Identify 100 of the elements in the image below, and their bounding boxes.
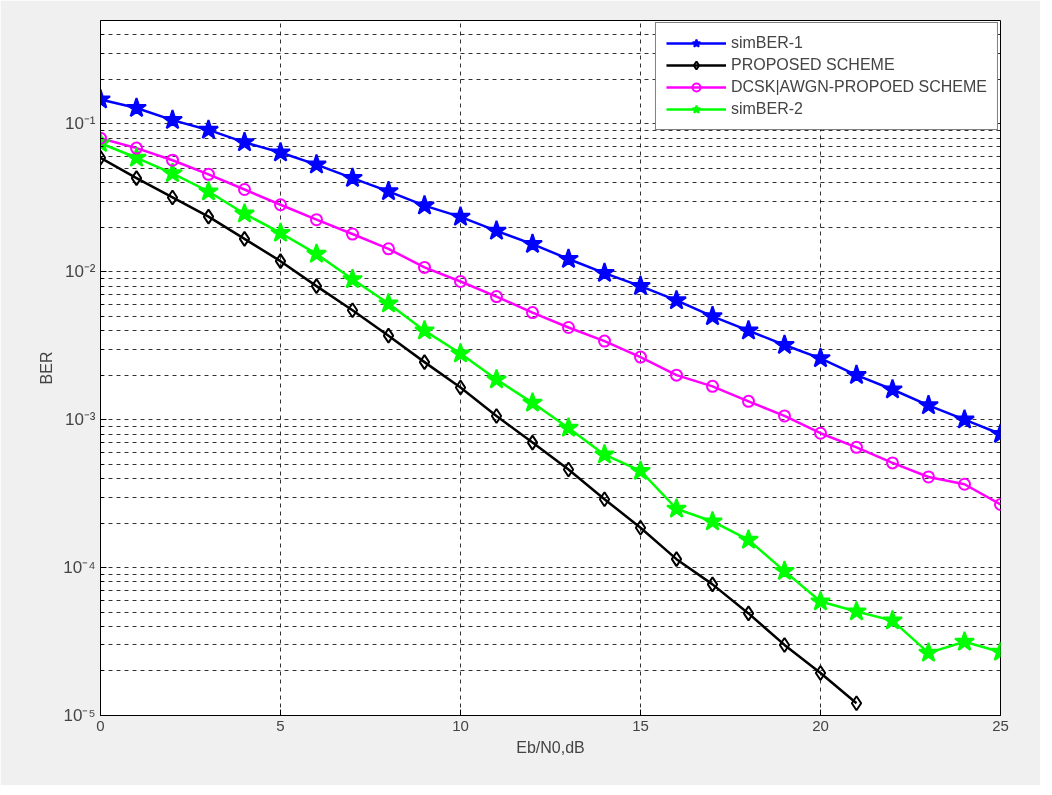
point (665, 497, 688, 518)
point (706, 379, 719, 393)
point (598, 334, 611, 348)
point (305, 242, 328, 264)
point (701, 510, 724, 531)
point (305, 153, 328, 174)
point (125, 146, 148, 167)
y-tick-label: 10⁻³ (64, 410, 96, 430)
point (418, 354, 431, 371)
point (269, 221, 292, 243)
point (845, 364, 868, 385)
point (521, 233, 544, 254)
point (274, 198, 287, 212)
point (202, 167, 215, 181)
point (773, 560, 796, 581)
point (449, 342, 472, 363)
point (490, 290, 503, 304)
point (778, 636, 791, 653)
point (629, 275, 652, 296)
point (413, 194, 436, 215)
point (953, 408, 976, 429)
point (341, 268, 364, 289)
point (382, 242, 395, 256)
point (161, 162, 184, 183)
point (562, 461, 575, 478)
point (485, 368, 508, 389)
point (526, 434, 539, 451)
point (557, 248, 580, 269)
point (377, 292, 400, 313)
x-tick-label: 25 (992, 716, 1009, 734)
point (233, 131, 256, 152)
point (238, 230, 251, 247)
point (593, 262, 616, 283)
point (881, 378, 904, 399)
point (166, 189, 179, 206)
point (562, 321, 575, 334)
point (886, 456, 899, 470)
legend-label: simBER-2 (730, 100, 803, 118)
point (449, 205, 472, 226)
point (634, 519, 647, 536)
x-tick-label: 5 (276, 716, 285, 734)
point (202, 208, 215, 225)
point (917, 394, 940, 415)
point (521, 391, 544, 412)
y-tick-label: 10⁻² (64, 262, 96, 282)
point (629, 459, 652, 481)
point (166, 153, 179, 167)
point (773, 333, 796, 355)
point (809, 347, 832, 368)
point (670, 368, 683, 382)
point (958, 477, 971, 491)
point (850, 440, 863, 454)
point (130, 170, 143, 187)
point (382, 327, 395, 344)
point (634, 350, 647, 364)
point (809, 590, 832, 611)
point (701, 305, 724, 326)
point (526, 306, 539, 320)
x-tick-label: 15 (632, 716, 649, 734)
point (377, 180, 400, 201)
y-axis-title: BER (38, 351, 56, 385)
y-tick-label: 10⁻⁴ (63, 558, 96, 578)
point (917, 641, 940, 662)
y-tick-label: 10⁻¹ (64, 114, 96, 134)
point (742, 605, 755, 622)
point (485, 219, 508, 240)
point (953, 630, 976, 651)
point (598, 491, 611, 508)
point (742, 394, 755, 408)
point (922, 470, 935, 484)
x-tick-label: 10 (452, 716, 469, 734)
point (233, 202, 256, 223)
point (197, 118, 220, 140)
point (490, 407, 503, 424)
legend-label: DCSK|AWGN-PROPOED SCHEME (730, 78, 987, 96)
point (737, 319, 760, 340)
point (238, 183, 251, 196)
point (850, 695, 863, 712)
legend-label: PROPOSED SCHEME (730, 56, 895, 74)
point (346, 302, 359, 319)
point (413, 319, 436, 340)
point (341, 167, 364, 188)
point (454, 379, 467, 396)
point (197, 180, 220, 201)
point (454, 274, 467, 288)
point (274, 253, 287, 270)
point (161, 109, 184, 130)
point (346, 227, 359, 241)
point (310, 278, 323, 295)
point (706, 576, 719, 593)
point (881, 609, 904, 630)
point (125, 97, 148, 118)
point (670, 551, 683, 568)
point (845, 600, 868, 621)
point (737, 528, 760, 549)
point (814, 664, 827, 681)
point (269, 141, 292, 162)
x-tick-label: 20 (812, 716, 829, 734)
y-tick-label: 10⁻⁵ (63, 706, 96, 725)
x-tick-label: 0 (96, 716, 105, 734)
